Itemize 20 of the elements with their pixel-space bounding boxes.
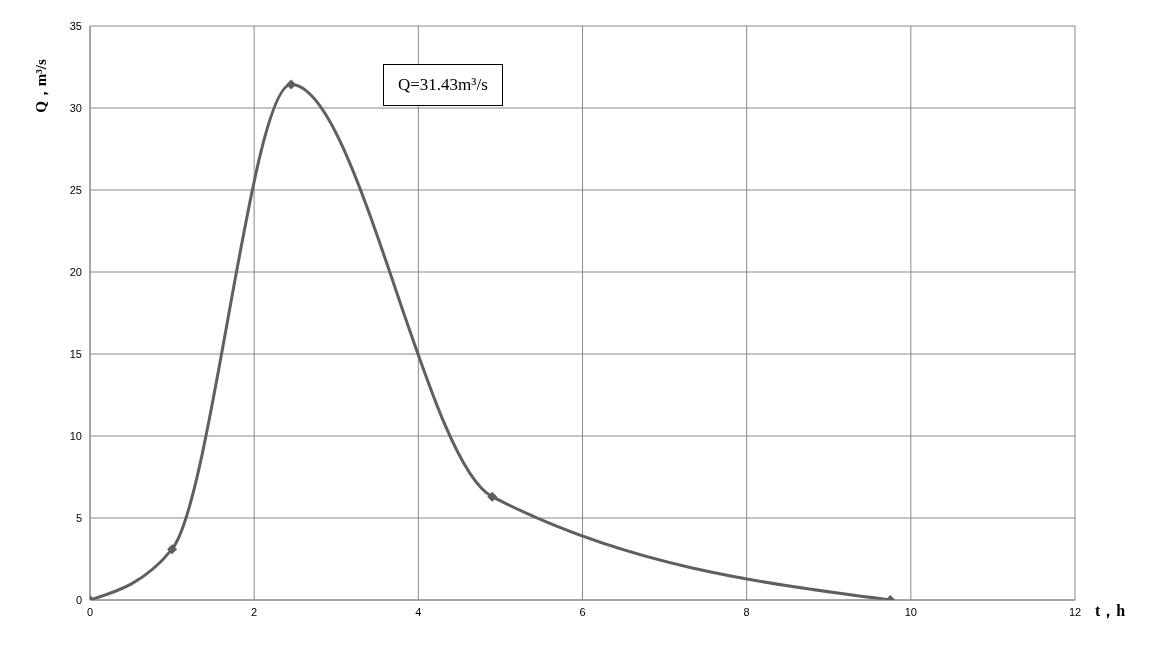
y-tick-label: 15 (69, 347, 82, 360)
point (286, 79, 297, 90)
y-tick-label: 25 (69, 183, 82, 196)
annotation: Q=31.43m³/s (383, 64, 503, 106)
x-tick-label: 12 (1068, 605, 1082, 618)
y-axis-title: Q，m³/s (33, 59, 49, 113)
x-tick-label: 4 (415, 605, 422, 618)
x-tick-label: 0 (86, 605, 94, 618)
y-tick-label: 0 (75, 593, 82, 606)
y-tick-label: 30 (69, 101, 82, 114)
x-tick-label: 2 (251, 605, 258, 618)
x-tick-label: 8 (743, 605, 750, 618)
y-tick-label: 20 (69, 265, 82, 278)
x-tick-label: 6 (579, 605, 586, 618)
y-tick-label: 10 (69, 429, 82, 442)
x-axis-title: t，h (1095, 602, 1126, 619)
y-tick-label: 35 (69, 19, 82, 32)
x-tick-label: 10 (904, 605, 917, 618)
point (487, 491, 498, 502)
y-tick-label: 5 (75, 511, 82, 524)
